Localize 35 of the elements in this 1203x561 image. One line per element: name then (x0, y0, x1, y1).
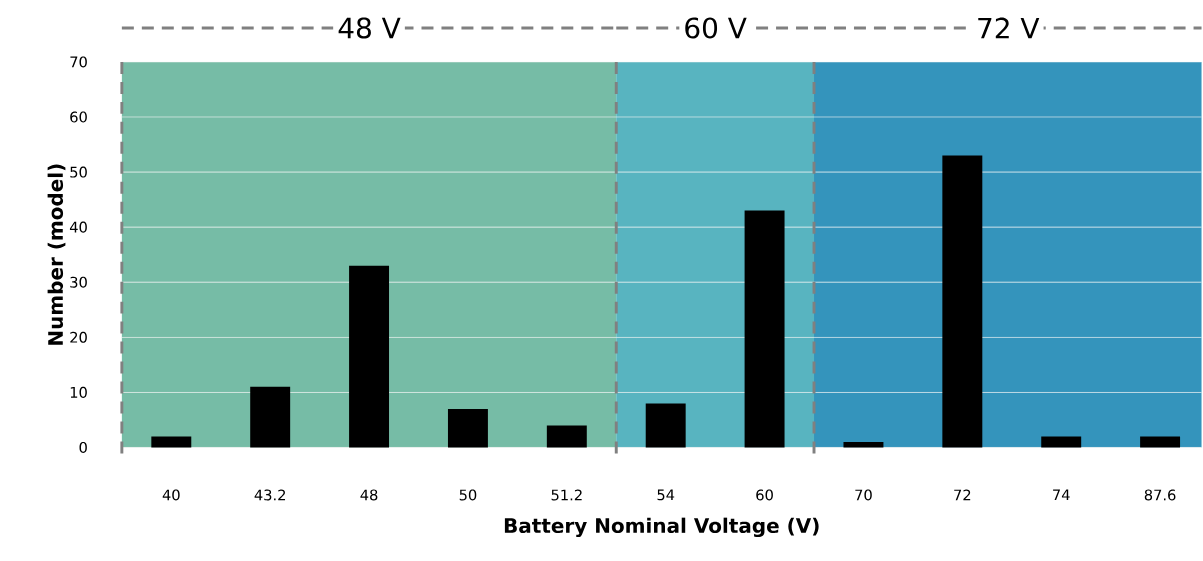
bar (942, 155, 983, 448)
bar (645, 403, 686, 448)
band-label: 60 V (685, 17, 747, 39)
x-tick-label: 54 (657, 489, 675, 501)
band-label: 72 V (978, 17, 1040, 39)
y-tick-label: 20 (70, 331, 87, 343)
bar (1041, 436, 1082, 448)
x-tick-label: 50 (459, 489, 477, 501)
bar (843, 441, 884, 448)
bar (151, 436, 192, 448)
y-tick-label: 40 (69, 221, 87, 233)
x-tick-label: 48 (360, 489, 378, 501)
x-tick-label: 74 (1053, 489, 1070, 500)
x-tick-label: 51.2 (551, 489, 582, 501)
y-axis-title: Number (model) (47, 164, 66, 345)
x-tick-label: 72 (954, 489, 971, 501)
y-tick-label: 10 (70, 386, 87, 398)
x-tick-label: 60 (756, 489, 773, 501)
x-tick-label: 43.2 (254, 489, 286, 501)
x-tick-label: 70 (855, 489, 872, 501)
y-tick-label: 60 (70, 111, 87, 123)
bar (447, 408, 488, 448)
bar (744, 210, 785, 448)
y-tick-label: 70 (70, 56, 87, 68)
y-tick-label: 0 (79, 441, 87, 453)
x-tick-label: 40 (162, 489, 180, 501)
bar (349, 265, 390, 448)
bar (250, 386, 291, 448)
bar (546, 425, 587, 448)
y-tick-label: 30 (70, 276, 87, 288)
bar (1140, 436, 1181, 448)
y-tick-label: 50 (70, 166, 87, 178)
x-axis-title: Battery Nominal Voltage (V) (504, 517, 819, 537)
band-label: 48 V (338, 17, 401, 39)
x-tick-label: 87.6 (1144, 489, 1176, 501)
